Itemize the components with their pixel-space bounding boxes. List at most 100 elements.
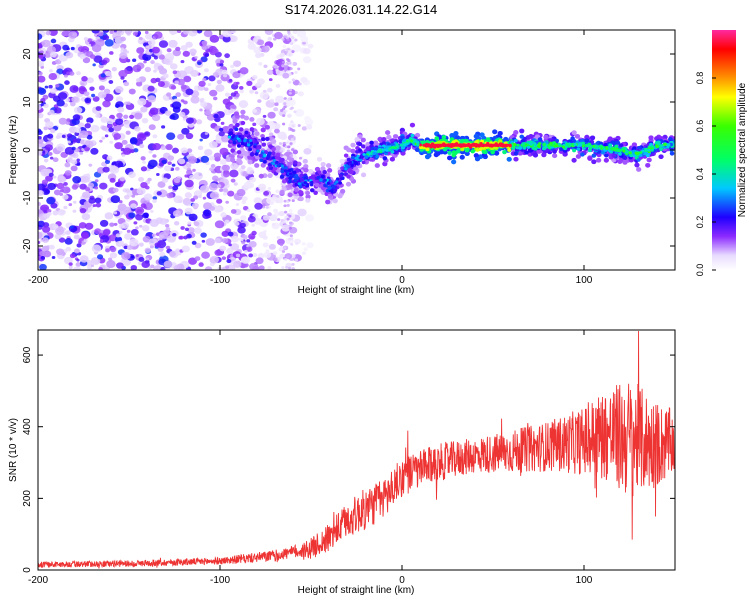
spectrogram-noise-blob bbox=[284, 210, 288, 214]
spectrogram-noise-blob bbox=[119, 176, 126, 182]
spectrogram-noise-blob bbox=[38, 135, 42, 140]
colorbar-tick-label: 0.2 bbox=[695, 216, 705, 229]
spectrogram-noise-blob bbox=[158, 54, 165, 60]
spectrogram-noise-blob bbox=[186, 148, 193, 153]
spectrogram-noise-blob bbox=[170, 30, 176, 36]
spectrogram-noise-blob bbox=[145, 45, 150, 49]
spectrogram-ridge-blob bbox=[260, 151, 264, 155]
spectrogram-ridge-blob bbox=[238, 134, 242, 138]
spectrogram-noise-blob bbox=[64, 162, 71, 168]
spectrogram-ridge-blob bbox=[323, 178, 327, 182]
spectrogram-ridge-blob bbox=[314, 182, 320, 188]
y-tick-label: -20 bbox=[22, 238, 33, 253]
spectrogram-noise-blob bbox=[38, 241, 41, 244]
spectrogram-noise-blob bbox=[184, 207, 193, 215]
spectrogram-noise-blob bbox=[61, 31, 67, 37]
spectrogram-ridge-blob bbox=[275, 145, 281, 151]
spectrogram-noise-blob bbox=[172, 210, 182, 217]
spectrogram-noise-blob bbox=[294, 71, 298, 74]
spectrogram-noise-blob bbox=[173, 221, 180, 226]
spectrogram-ridge-blob bbox=[365, 146, 371, 151]
spectrogram-noise-blob bbox=[72, 176, 82, 184]
spectrogram-noise-blob bbox=[282, 72, 290, 79]
spectrogram-ridge-blob bbox=[667, 143, 671, 147]
spectrogram-noise-blob bbox=[292, 30, 298, 35]
spectrogram-noise-blob bbox=[275, 95, 285, 104]
spectrogram-ridge-blob bbox=[249, 152, 255, 157]
spectrogram-noise-blob bbox=[297, 124, 301, 127]
spectrogram-noise-blob bbox=[254, 202, 263, 210]
spectrogram-ridge-blob bbox=[261, 142, 267, 147]
spectrogram-noise-blob bbox=[56, 68, 64, 75]
spectrogram-noise-blob bbox=[43, 213, 50, 219]
spectrogram-ridge-blob bbox=[587, 156, 593, 161]
spectrogram-noise-blob bbox=[61, 186, 71, 194]
spectrogram-noise-blob bbox=[190, 69, 199, 77]
spectrogram-ridge-blob bbox=[385, 148, 389, 152]
spectrogram-ridge-blob bbox=[292, 149, 299, 155]
spectrogram-noise-blob bbox=[86, 134, 93, 140]
spectrogram-noise-blob bbox=[221, 69, 228, 75]
spectrogram-noise-blob bbox=[101, 125, 108, 131]
spectrogram-ridge-blob bbox=[313, 190, 318, 195]
spectrogram-noise-blob bbox=[282, 122, 286, 126]
spectrogram-noise-blob bbox=[76, 243, 82, 248]
spectrogram-noise-blob bbox=[109, 246, 117, 253]
spectrogram-noise-blob bbox=[165, 223, 170, 228]
spectrogram-noise-blob bbox=[152, 154, 157, 158]
spectrogram-noise-blob bbox=[224, 219, 230, 224]
spectrogram-noise-blob bbox=[182, 197, 192, 206]
spectrogram-noise-blob bbox=[48, 244, 55, 250]
spectrogram-noise-blob bbox=[262, 242, 269, 248]
spectrogram-ridge-blob bbox=[656, 141, 661, 146]
spectrogram-noise-blob bbox=[278, 210, 285, 217]
spectrogram-noise-blob bbox=[263, 64, 268, 69]
spectrogram-ridge-blob bbox=[410, 133, 415, 138]
spectrogram-noise-blob bbox=[46, 46, 56, 54]
spectrogram-ridge-blob bbox=[232, 140, 237, 145]
spectrogram-noise-blob bbox=[119, 52, 128, 59]
spectrogram-noise-blob bbox=[49, 156, 54, 160]
spectrogram-noise-blob bbox=[74, 147, 80, 153]
spectrogram-ridge-blob bbox=[416, 143, 420, 147]
spectrogram-noise-blob bbox=[76, 258, 80, 262]
spectrogram-noise-blob bbox=[243, 249, 248, 254]
spectrogram-noise-blob bbox=[203, 68, 209, 73]
spectrogram-noise-blob bbox=[238, 237, 244, 242]
spectrogram-ridge-blob bbox=[339, 188, 346, 194]
spectrogram-noise-blob bbox=[240, 222, 246, 228]
spectrogram-noise-blob bbox=[62, 44, 70, 51]
spectrogram-noise-blob bbox=[172, 185, 179, 191]
spectrogram-noise-blob bbox=[233, 260, 242, 268]
snr-x-ticks: -200 -100 0 100 bbox=[28, 330, 593, 586]
spectrogram-noise-blob bbox=[285, 265, 289, 269]
spectrogram-noise-blob bbox=[75, 262, 82, 267]
spectrogram-ridge-blob bbox=[234, 127, 239, 132]
spectrogram-noise-blob bbox=[225, 200, 229, 204]
spectrogram-noise-blob bbox=[54, 60, 59, 64]
spectrogram-ridge-blob bbox=[354, 156, 358, 160]
spectrogram-noise-blob bbox=[40, 65, 44, 69]
spectrogram-ridge-blob bbox=[346, 157, 351, 162]
spectrogram-noise-blob bbox=[286, 58, 290, 61]
spectrogram-noise-blob bbox=[99, 182, 108, 190]
spectrogram-noise-blob bbox=[189, 48, 197, 55]
spectrogram-noise-blob bbox=[255, 117, 265, 126]
spectrogram-ridge-blob bbox=[441, 135, 447, 140]
spectrogram-ridge-blob bbox=[338, 181, 343, 185]
spectrogram-noise-blob bbox=[166, 48, 172, 53]
spectrogram-noise-blob bbox=[38, 104, 42, 111]
spectrogram-noise-blob bbox=[122, 147, 132, 155]
spectrogram-ridge-blob bbox=[327, 186, 332, 190]
spectrogram-noise-blob bbox=[43, 158, 49, 163]
spectrogram-noise-blob bbox=[174, 80, 179, 85]
spectrogram-noise-blob bbox=[150, 77, 158, 84]
spectrogram-noise-blob bbox=[281, 266, 285, 269]
spectrogram-ridge-blob bbox=[636, 145, 642, 151]
spectrogram-noise-blob bbox=[271, 222, 276, 226]
spectrogram-noise-blob bbox=[303, 47, 311, 55]
spectrogram-ridge-blob bbox=[287, 161, 293, 167]
spectrogram-noise-blob bbox=[104, 212, 114, 220]
spectrogram-noise-blob bbox=[174, 166, 180, 171]
spectrogram-ridge-blob bbox=[280, 169, 285, 174]
